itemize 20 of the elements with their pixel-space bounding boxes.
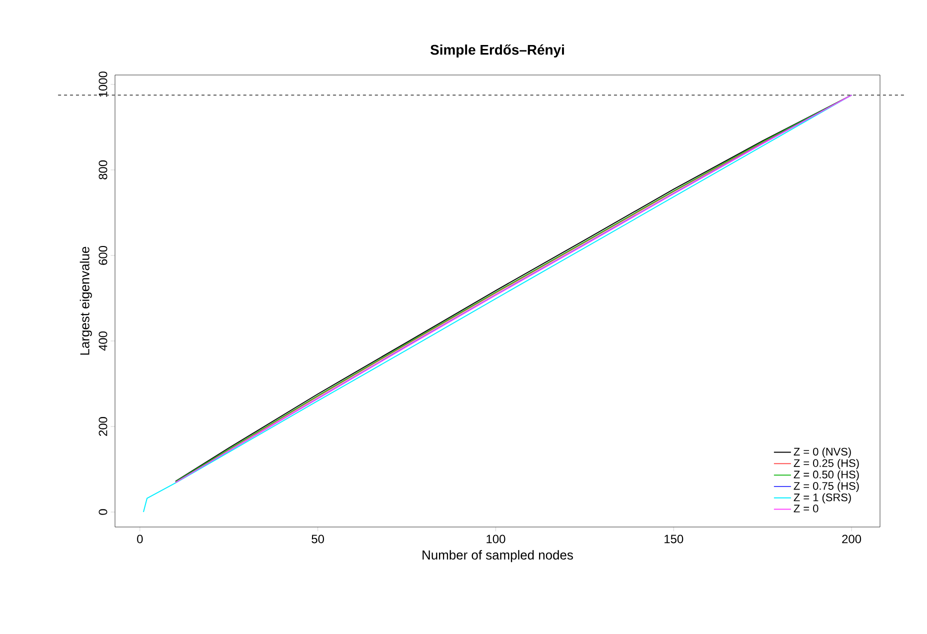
- x-tick-label: 150: [664, 534, 684, 544]
- y-axis-title: Largest eigenvalue: [80, 246, 92, 355]
- y-tick-label: 400: [98, 331, 108, 351]
- y-tick-label: 1000: [98, 72, 108, 97]
- legend-label: Z = 0.50 (HS): [794, 470, 859, 481]
- x-tick-label: 200: [842, 534, 862, 544]
- y-tick-label: 600: [98, 246, 108, 265]
- legend-label: Z = 0: [794, 504, 818, 512]
- x-tick-label: 100: [486, 534, 506, 544]
- x-tick-label: 0: [137, 534, 143, 544]
- legend-label: Z = 0.25 (HS): [794, 458, 859, 470]
- x-tick-label: 50: [312, 534, 324, 544]
- y-tick-label: 200: [98, 416, 108, 436]
- y-tick-label: 800: [98, 160, 108, 180]
- legend-label: Z = 1 (SRS): [794, 493, 851, 504]
- chart-title: Simple Erdős–Rényi: [430, 44, 564, 58]
- legend-label: Z = 0.75 (HS): [794, 482, 859, 492]
- legend-label: Z = 0 (NVS): [794, 448, 851, 458]
- x-axis-title: Number of sampled nodes: [422, 550, 573, 562]
- y-tick-label: 0: [98, 509, 108, 515]
